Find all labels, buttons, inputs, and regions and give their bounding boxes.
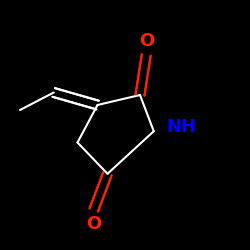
Text: O: O (86, 215, 102, 233)
Text: NH: NH (166, 118, 196, 136)
Text: O: O (138, 32, 154, 50)
